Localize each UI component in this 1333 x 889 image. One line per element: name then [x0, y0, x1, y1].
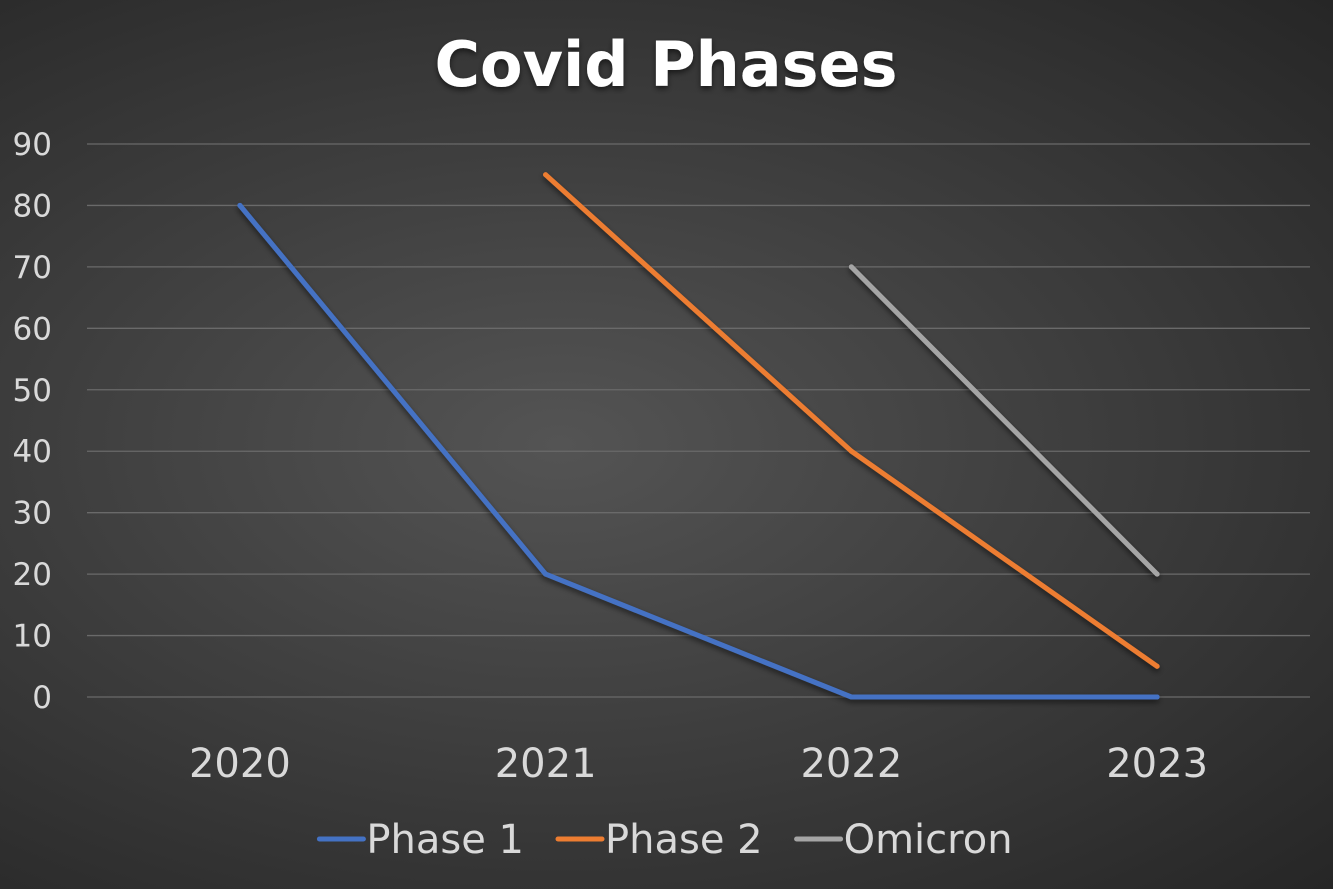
- y-tick-label: 10: [13, 619, 52, 655]
- series-lines: [237, 172, 1160, 700]
- gridlines: [87, 143, 1310, 698]
- data-point-phase-1: [237, 202, 243, 208]
- y-axis-ticks: 0 10 20 30 40 50 60 70 80 90: [13, 127, 52, 716]
- legend-label: Omicron: [844, 817, 1013, 863]
- data-point-phase-1: [1154, 694, 1160, 700]
- y-tick-label: 0: [32, 680, 52, 716]
- x-tick-label: 2022: [800, 741, 902, 787]
- y-tick-label: 20: [13, 557, 52, 593]
- series-line-phase-2: [543, 172, 1160, 669]
- data-point-phase-2: [543, 172, 549, 178]
- x-tick-label: 2021: [495, 741, 597, 787]
- y-tick-label: 40: [13, 434, 52, 470]
- legend-item-phase-1: Phase 1: [316, 817, 524, 863]
- legend-item-omicron: Omicron: [794, 817, 1013, 863]
- x-axis-ticks: 2020 2021 2022 2023: [189, 741, 1208, 787]
- y-tick-label: 90: [13, 127, 52, 163]
- legend-label: Phase 2: [605, 817, 763, 863]
- series-line-omicron: [848, 264, 1160, 577]
- x-tick-label: 2023: [1106, 741, 1208, 787]
- y-tick-label: 70: [13, 250, 52, 286]
- data-point-phase-1: [543, 571, 549, 577]
- series-line-phase-1: [237, 202, 1160, 700]
- y-tick-label: 80: [13, 188, 52, 224]
- legend: Phase 1 Phase 2 Omicron: [316, 817, 1013, 863]
- data-point-phase-2: [848, 448, 854, 454]
- legend-item-phase-2: Phase 2: [555, 817, 763, 863]
- x-tick-label: 2020: [189, 741, 291, 787]
- data-point-omicron: [848, 264, 854, 270]
- data-point-omicron: [1154, 571, 1160, 577]
- legend-label: Phase 1: [366, 817, 524, 863]
- y-tick-label: 60: [13, 311, 52, 347]
- chart-title: Covid Phases: [434, 28, 897, 101]
- y-tick-label: 30: [13, 496, 52, 532]
- data-point-phase-1: [848, 694, 854, 700]
- y-tick-label: 50: [13, 373, 52, 409]
- data-point-phase-2: [1154, 663, 1160, 669]
